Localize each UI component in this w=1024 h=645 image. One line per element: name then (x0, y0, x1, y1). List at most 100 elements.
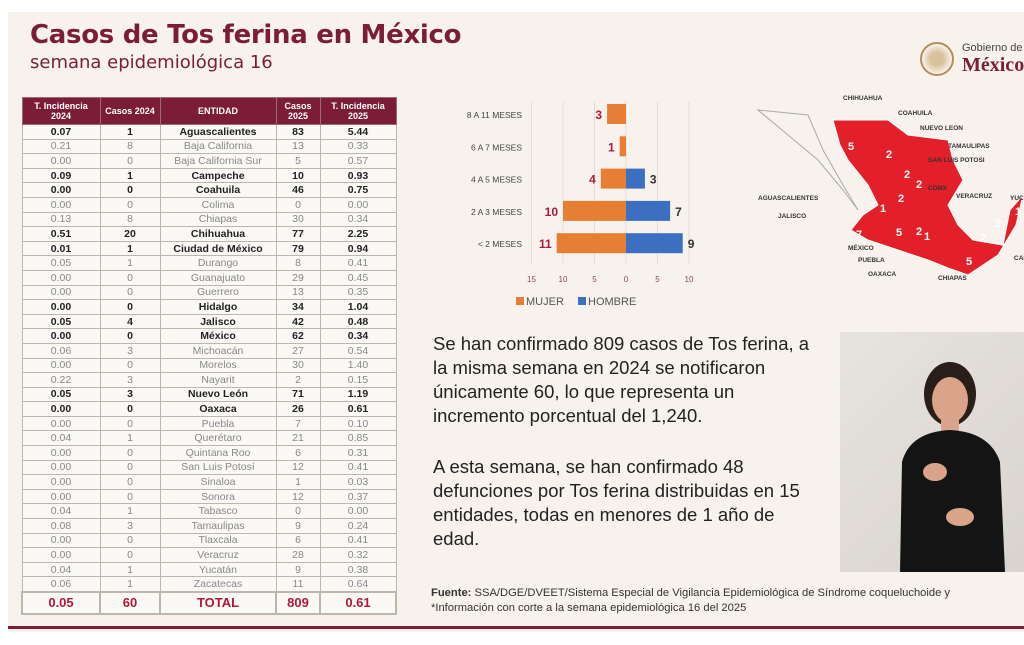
table-cell: 0 (99, 401, 161, 417)
table-cell: 46 (275, 182, 321, 198)
table-row: 0.00 0 Quintana Roo 6 0.31 (21, 445, 397, 461)
table-cell: 0.51 (21, 226, 101, 242)
table-cell: 30 (275, 357, 321, 374)
table-cell: 0.41 (319, 459, 397, 476)
table-cell: 0.38 (319, 561, 397, 578)
bar-mujer (563, 200, 626, 221)
table-cell: 0.00 (21, 445, 101, 461)
table-row: 0.00 0 Sonora 12 0.37 (21, 488, 397, 505)
legend-swatch-mujer (516, 297, 524, 305)
table-cell: 0.00 (21, 284, 101, 301)
table-cell: Durango (159, 255, 277, 271)
summary-paragraph-2: A esta semana, se han confirmado 48 defu… (433, 456, 800, 549)
table-cell: Campeche (159, 167, 277, 184)
source-label: Fuente: (431, 587, 472, 599)
table-row: 0.04 1 Tabasco 0 0.00 (21, 503, 397, 520)
table-cell: 0 (99, 357, 161, 374)
table-cell: 3 (99, 372, 161, 388)
table-row: 0.00 0 Baja California Sur 5 0.57 (21, 153, 397, 169)
table-cell: 0.00 (21, 153, 101, 169)
bottom-rule (8, 626, 1024, 629)
table-row: 0.00 0 México 62 0.34 (21, 328, 397, 344)
table-cell: 0.00 (21, 547, 101, 563)
table-row: 0.04 1 Querétaro 21 0.85 (21, 430, 397, 447)
table-row: 0.00 0 Hidalgo 34 1.04 (21, 299, 397, 315)
bar-hombre (626, 168, 645, 189)
table-cell: 28 (275, 547, 321, 563)
table-cell: 0.00 (21, 459, 101, 476)
table-cell: 0.07 (21, 124, 101, 140)
table-cell: 0.33 (319, 138, 397, 155)
map-state-label: VERACRUZ (956, 193, 992, 200)
table-cell: 0.04 (21, 561, 101, 578)
table-cell: 6 (275, 532, 321, 549)
table-cell: 0.57 (319, 153, 397, 169)
table-cell: 0.94 (319, 240, 397, 257)
table-cell: Tabasco (159, 503, 277, 520)
table-cell: 0 (99, 415, 161, 432)
table-cell: Quintana Roo (159, 445, 277, 461)
col-header: T. Incidencia 2024 (21, 97, 101, 125)
table-cell: 0.00 (21, 357, 101, 374)
table-cell: 0 (99, 445, 161, 461)
bar-mujer (619, 136, 626, 157)
map-state-count: 1 (1015, 206, 1021, 218)
table-cell: 0.24 (319, 518, 397, 534)
table-row: 0.04 1 Yucatán 9 0.38 (21, 561, 397, 578)
table-cell: 42 (275, 313, 321, 330)
table-cell: 0.37 (319, 488, 397, 505)
map-state-count: 2 (904, 169, 910, 181)
gobierno-mexico-logo: Gobierno de México (920, 40, 1024, 82)
table-cell: 0.22 (21, 372, 101, 388)
table-cell: 0.31 (319, 445, 397, 461)
table-cell: Querétaro (159, 430, 277, 447)
total-cell: TOTAL (159, 591, 277, 615)
col-header: T. Incidencia 2025 (319, 97, 397, 125)
table-cell: 0.41 (319, 255, 397, 271)
table-cell: Hidalgo (159, 299, 277, 315)
map-state-label: COAHUILA (898, 110, 933, 117)
table-cell: 0.06 (21, 342, 101, 359)
table-cell: 4 (99, 313, 161, 330)
table-cell: 0.00 (21, 488, 101, 505)
table-cell: 11 (275, 576, 321, 593)
table-cell: 79 (275, 240, 321, 257)
table-cell: 0 (99, 153, 161, 169)
table-cell: 1 (99, 503, 161, 520)
table-cell: 5 (275, 153, 321, 169)
table-cell: 0.93 (319, 167, 397, 184)
table-cell: 83 (275, 124, 321, 140)
bar-mujer (600, 168, 626, 189)
table-cell: 1 (99, 430, 161, 447)
table-cell: 0.00 (21, 196, 101, 213)
table-cell: 1.40 (319, 357, 397, 374)
table-cell: 0.09 (21, 167, 101, 184)
table-cell: Guerrero (159, 284, 277, 301)
table-cell: Coahuila (159, 182, 277, 198)
table-cell: 0 (99, 328, 161, 344)
map-state-label: MÉXICO (848, 243, 874, 252)
table-cell: Oaxaca (159, 401, 277, 417)
table-cell: Sonora (159, 488, 277, 505)
table-cell: 9 (275, 518, 321, 534)
table-cell: 71 (275, 386, 321, 403)
map-state-count: 2 (916, 226, 922, 238)
map-state-label: CHIHUAHUA (843, 95, 883, 102)
table-cell: 1 (99, 576, 161, 593)
map-state-label: CDMX (928, 185, 948, 192)
table-cell: 1 (275, 474, 321, 490)
table-cell: 0 (99, 196, 161, 213)
total-cell: 0.05 (21, 591, 101, 615)
data-label-mujer: 3 (595, 108, 602, 122)
table-row: 0.22 3 Nayarit 2 0.15 (21, 372, 397, 388)
table-cell: 0.00 (21, 269, 101, 286)
table-cell: Tlaxcala (159, 532, 277, 549)
table-cell: 13 (275, 284, 321, 301)
x-tick-label: 10 (685, 275, 694, 284)
table-cell: 0 (99, 299, 161, 315)
table-cell: 1 (99, 124, 161, 140)
source-note: Fuente: SSA/DGE/DVEET/Sistema Especial d… (431, 587, 950, 599)
map-state-label: TAMAULIPAS (948, 143, 990, 150)
table-cell: 0 (99, 474, 161, 490)
x-tick-label: 0 (624, 275, 629, 284)
